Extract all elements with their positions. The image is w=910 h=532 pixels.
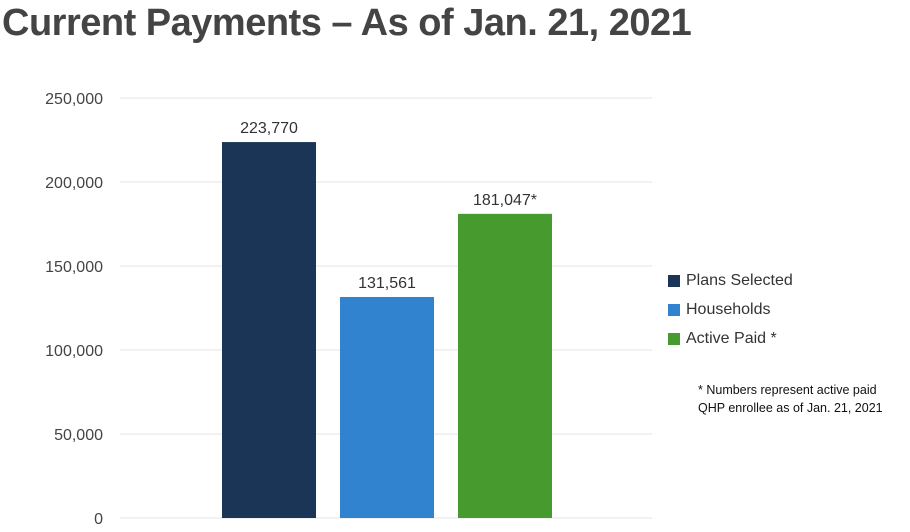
- y-tick-label: 250,000: [45, 91, 103, 108]
- data-label: 223,770: [240, 120, 298, 137]
- bar-1: [340, 296, 434, 518]
- y-tick-label: 0: [94, 511, 103, 528]
- footnote: * Numbers represent active paid QHP enro…: [698, 381, 883, 417]
- legend-swatch: [668, 332, 680, 345]
- legend-swatch: [668, 303, 680, 316]
- y-tick-label: 150,000: [45, 259, 103, 276]
- chart-title: Current Payments – As of Jan. 21, 2021: [2, 2, 692, 44]
- legend-swatch: [668, 274, 680, 287]
- legend-label: Active Paid *: [686, 329, 777, 347]
- legend-label: Households: [686, 300, 771, 318]
- footnote-line: QHP enrollee as of Jan. 21, 2021: [698, 401, 883, 415]
- y-tick-label: 200,000: [45, 175, 103, 192]
- legend: Plans Selected Households Active Paid *: [668, 266, 793, 353]
- footnote-line: * Numbers represent active paid: [698, 383, 877, 397]
- bar-0: [222, 142, 316, 518]
- data-label: 181,047*: [473, 192, 537, 209]
- y-tick-label: 100,000: [45, 343, 103, 360]
- legend-label: Plans Selected: [686, 271, 793, 289]
- legend-item-plans-selected: Plans Selected: [668, 266, 793, 295]
- data-label: 131,561: [358, 275, 416, 292]
- legend-item-active-paid: Active Paid *: [668, 324, 793, 353]
- legend-item-households: Households: [668, 295, 793, 324]
- bar-2: [458, 213, 552, 518]
- y-tick-label: 50,000: [54, 427, 103, 444]
